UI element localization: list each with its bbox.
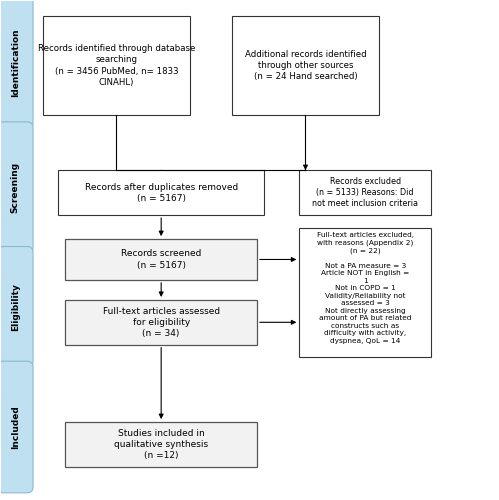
Text: Full-text articles excluded,
with reasons (Appendix 2)
(n = 22)

Not a PA measur: Full-text articles excluded, with reason… <box>317 232 414 344</box>
FancyBboxPatch shape <box>65 300 257 344</box>
FancyBboxPatch shape <box>65 422 257 467</box>
FancyBboxPatch shape <box>0 122 33 254</box>
FancyBboxPatch shape <box>0 246 33 368</box>
Text: Records screened
(n = 5167): Records screened (n = 5167) <box>121 250 202 270</box>
Text: Records after duplicates removed
(n = 5167): Records after duplicates removed (n = 51… <box>84 182 238 203</box>
FancyBboxPatch shape <box>299 228 431 357</box>
FancyBboxPatch shape <box>43 16 190 116</box>
FancyBboxPatch shape <box>299 170 431 215</box>
FancyBboxPatch shape <box>0 361 33 493</box>
FancyBboxPatch shape <box>232 16 379 116</box>
FancyBboxPatch shape <box>58 170 264 215</box>
Text: Records excluded
(n = 5133) Reasons: Did
not meet inclusion criteria: Records excluded (n = 5133) Reasons: Did… <box>312 177 418 208</box>
Text: Eligibility: Eligibility <box>10 284 19 332</box>
Text: Included: Included <box>10 405 19 449</box>
Text: Full-text articles assessed
for eligibility
(n = 34): Full-text articles assessed for eligibil… <box>103 306 220 338</box>
FancyBboxPatch shape <box>65 239 257 280</box>
FancyBboxPatch shape <box>0 0 33 129</box>
Text: Additional records identified
through other sources
(n = 24 Hand searched): Additional records identified through ot… <box>245 50 366 81</box>
Text: Screening: Screening <box>10 162 19 213</box>
Text: Records identified through database
searching
(n = 3456 PubMed, n= 1833
CINAHL): Records identified through database sear… <box>38 44 195 86</box>
Text: Studies included in
qualitative synthesis
(n =12): Studies included in qualitative synthesi… <box>114 429 208 460</box>
Text: Identification: Identification <box>10 28 19 98</box>
